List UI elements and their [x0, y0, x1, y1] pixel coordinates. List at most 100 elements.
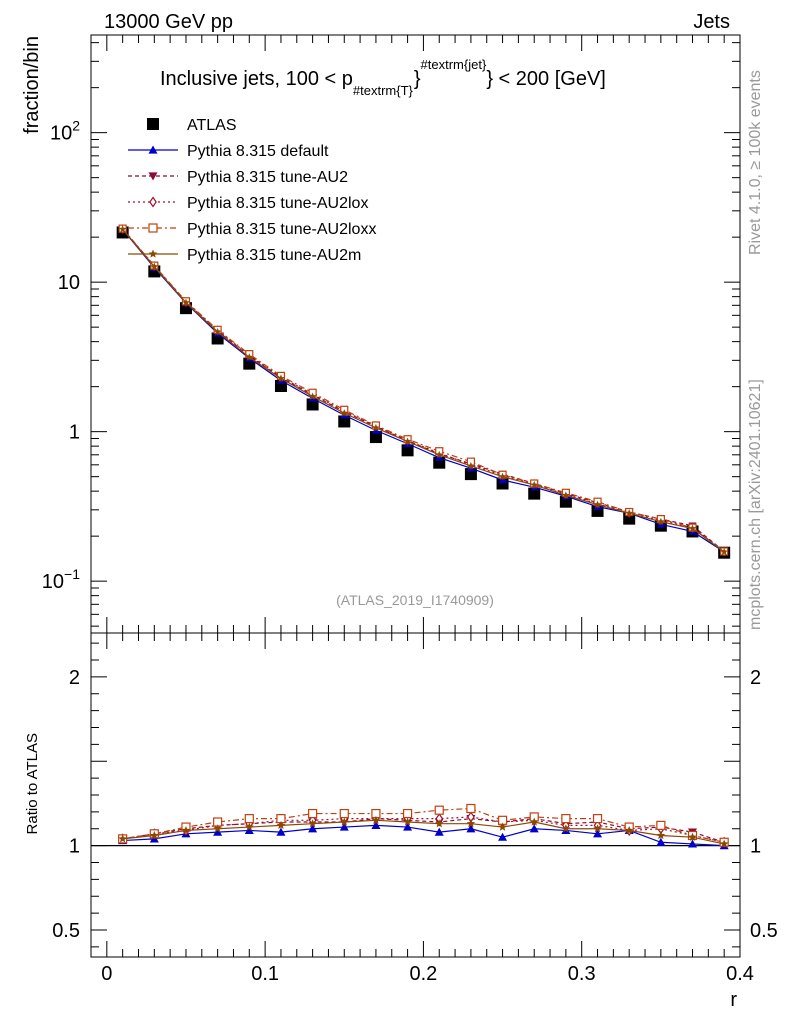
- data-point-main-au2m: [213, 327, 222, 336]
- series-line-ratio-default: [122, 824, 725, 847]
- data-point-ratio-default: [339, 822, 349, 831]
- data-point-ratio-au2m: [688, 832, 697, 841]
- data-point-ratio-default: [276, 827, 286, 836]
- data-point-main-au2m: [277, 374, 285, 382]
- data-point-ratio-default: [213, 827, 223, 836]
- data-point-ratio-au2m: [150, 831, 159, 840]
- data-point-ratio-au2loxx: [656, 820, 666, 830]
- data-point-main-data: [528, 487, 541, 500]
- data-point-ratio-default: [403, 822, 413, 831]
- data-point-main-data: [591, 504, 604, 517]
- data-point-main-au2m: [530, 480, 539, 489]
- data-point-ratio-au2loxx: [561, 814, 571, 824]
- legend-label-default: Pythia 8.315 default: [187, 143, 329, 160]
- data-point-main-au2m: [562, 491, 570, 499]
- y-tick-label-ratio-right: 1: [750, 836, 761, 858]
- energy-label: 13000 GeV pp: [104, 11, 233, 33]
- legend-marker-data: [147, 118, 159, 130]
- y-tick-label-main: 102: [50, 118, 80, 145]
- data-point-ratio-au2loxx: [402, 808, 413, 819]
- category-label: Jets: [693, 11, 730, 33]
- data-point-ratio-au2m: [498, 822, 507, 831]
- data-point-ratio-default: [688, 839, 698, 848]
- legend-marker-default: [148, 145, 158, 154]
- y-tick-label-main: 1: [69, 422, 80, 444]
- series-line-main-au2: [122, 228, 725, 552]
- data-point-ratio-default: [244, 825, 254, 835]
- data-point-ratio-au2m: [624, 825, 634, 835]
- legend-label-au2lox: Pythia 8.315 tune-AU2lox: [187, 195, 368, 212]
- y-tick-label-ratio-right: 2: [750, 667, 761, 689]
- data-point-main-au2m: [593, 500, 602, 508]
- data-point-ratio-au2loxx: [466, 803, 476, 814]
- data-point-main-au2m: [657, 517, 665, 525]
- data-point-main-au2m: [245, 353, 254, 361]
- series-line-main-au2loxx: [122, 228, 725, 552]
- y-axis-title-ratio: Ratio to ATLAS: [24, 733, 41, 834]
- series-line-main-default: [122, 229, 725, 553]
- data-point-main-au2m: [340, 409, 349, 417]
- data-point-ratio-au2m: [719, 839, 729, 848]
- ratio-plot-frame: [90, 632, 741, 958]
- data-point-ratio-au2m: [276, 820, 286, 830]
- data-point-ratio-au2loxx: [308, 808, 318, 819]
- data-point-main-data: [369, 431, 382, 444]
- data-point-ratio-au2m: [371, 815, 381, 824]
- rivet-label: Rivet 4.1.0, ≥ 100k events: [747, 70, 764, 255]
- series-line-main-au2m: [122, 228, 725, 553]
- data-point-ratio-au2m: [561, 824, 571, 833]
- y-axis-title-main: fraction/bin: [21, 36, 43, 134]
- legend-label-au2m: Pythia 8.315 tune-AU2m: [187, 247, 361, 264]
- data-point-ratio-au2m: [403, 817, 412, 826]
- data-point-ratio-default: [656, 837, 666, 846]
- series-line-ratio-au2loxx: [122, 807, 725, 843]
- legend-marker-au2lox: [149, 196, 157, 208]
- y-tick-label-ratio-left: 1: [69, 836, 80, 858]
- legend-marker-au2m: [148, 249, 158, 258]
- axes-layer: 10−1 1 10 102 0 0.1 0.2 0.3 0.4 0.5 0.5 1 1 2 2: [42, 35, 778, 985]
- data-point-main-au2m: [182, 298, 190, 306]
- series-line-ratio-au2: [122, 818, 725, 843]
- data-point-ratio-default: [466, 824, 476, 833]
- data-point-ratio-au2loxx: [434, 805, 444, 815]
- data-point-ratio-au2m: [434, 819, 444, 828]
- legend-label-au2loxx: Pythia 8.315 tune-AU2loxx: [187, 221, 376, 238]
- legend-marker-au2loxx: [148, 223, 158, 233]
- plot-title: Inclusive jets, 100 < p#textrm{T}}#textr…: [160, 57, 606, 98]
- data-point-main-au2m: [118, 225, 127, 233]
- series-line-ratio-au2m: [122, 819, 725, 845]
- data-point-main-data: [401, 444, 414, 457]
- data-point-main-au2m: [150, 262, 159, 270]
- data-point-main-data: [338, 415, 351, 428]
- mcplots-label: mcplots.cern.ch [arXiv:2401.10621]: [747, 379, 764, 630]
- x-tick-label: 0: [101, 963, 112, 985]
- legend: ATLAS Pythia 8.315 default Pythia 8.315 tu…: [128, 117, 376, 264]
- data-point-main-au2m: [688, 524, 697, 532]
- data-point-main-au2m: [435, 450, 444, 459]
- data-point-ratio-default: [529, 824, 539, 833]
- data-point-ratio-default: [593, 829, 603, 838]
- data-point-ratio-au2loxx: [592, 814, 603, 824]
- data-point-ratio-au2m: [466, 819, 476, 828]
- legend-label-data: ATLAS: [187, 117, 237, 134]
- data-point-ratio-au2m: [213, 824, 222, 833]
- data-point-main-au2m: [308, 392, 317, 400]
- data-point-main-au2m: [625, 509, 633, 517]
- legend-marker-au2: [148, 172, 158, 181]
- y-tick-label-main: 10: [58, 272, 80, 294]
- data-point-main-au2m: [372, 423, 380, 432]
- data-point-ratio-au2m: [181, 825, 191, 835]
- y-tick-label-ratio-left: 2: [69, 667, 80, 689]
- data-point-ratio-default: [308, 824, 318, 833]
- data-point-ratio-au2m: [308, 819, 317, 828]
- data-point-ratio-au2m: [529, 817, 539, 826]
- data-point-main-au2m: [467, 461, 475, 470]
- data-point-ratio-au2m: [339, 817, 349, 826]
- series-line-main-au2lox: [122, 228, 725, 552]
- y-tick-label-ratio-left: 0.5: [52, 920, 80, 942]
- data-point-ratio-au2loxx: [244, 814, 254, 824]
- analysis-watermark: (ATLAS_2019_I1740909): [336, 592, 494, 608]
- data-point-main-au2m: [403, 437, 412, 445]
- data-point-ratio-au2m: [118, 834, 127, 843]
